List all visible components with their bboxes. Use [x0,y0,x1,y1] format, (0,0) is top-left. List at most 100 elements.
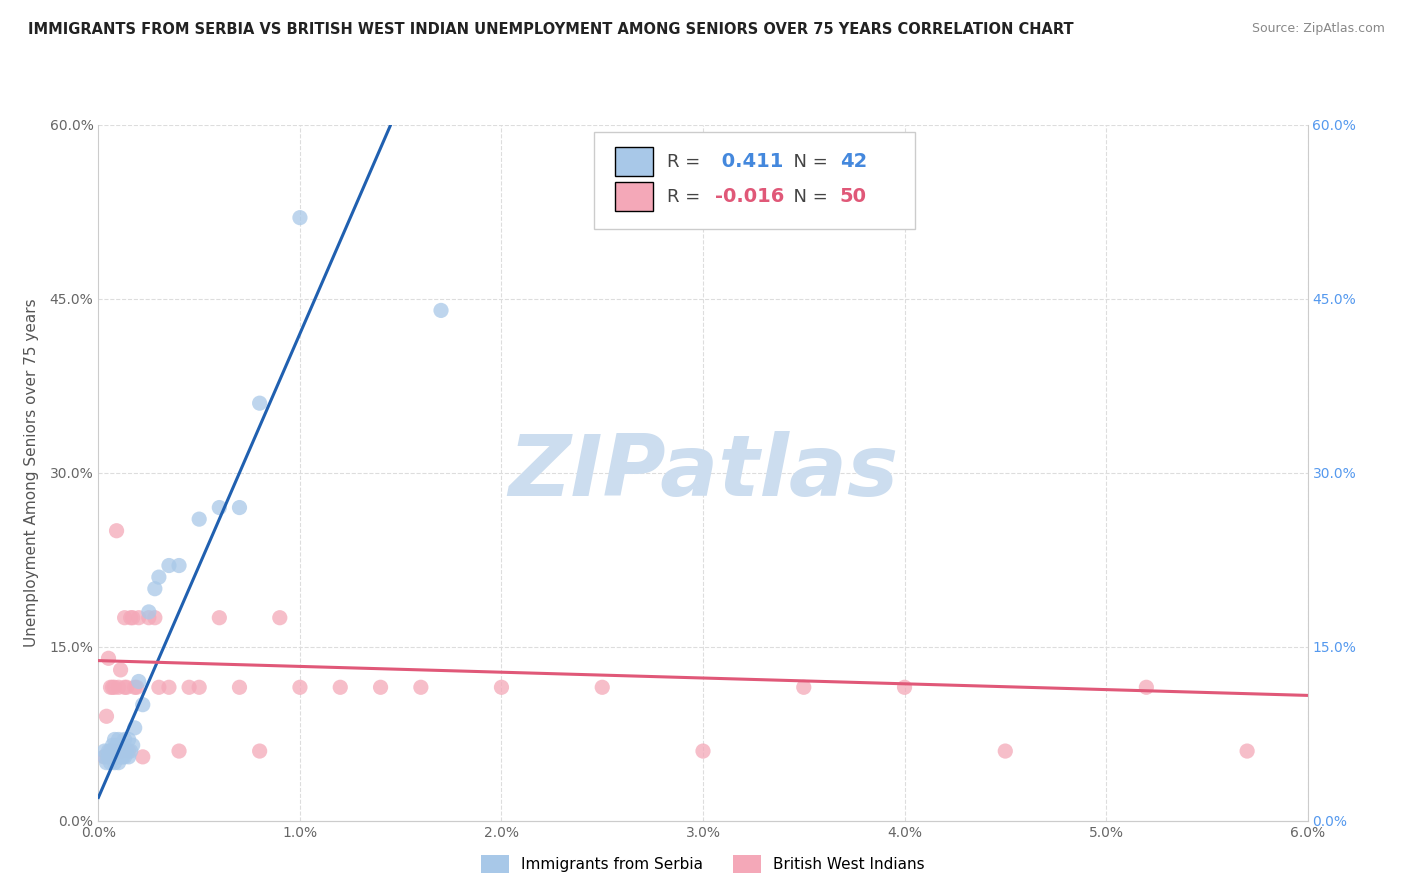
Point [96,756,118,770]
Text: R =: R = [666,187,706,205]
Point [179,680,201,694]
Point [125,680,148,694]
Point [110,744,132,758]
Point [143,610,166,624]
Point [97,749,120,764]
Point [118,732,141,747]
Point [105,749,128,764]
Point [692,744,714,758]
Point [110,749,132,764]
Point [228,680,250,694]
Legend: Immigrants from Serbia, British West Indians: Immigrants from Serbia, British West Ind… [475,849,931,880]
Point [269,610,291,624]
Point [107,744,129,758]
Point [114,610,136,624]
FancyBboxPatch shape [614,147,654,177]
Point [591,680,613,694]
Point [118,744,141,758]
Point [103,744,125,758]
Point [115,744,138,758]
Point [114,749,136,764]
Text: ZIPatlas: ZIPatlas [508,431,898,515]
Point [157,680,180,694]
Point [143,582,166,596]
Point [111,749,134,764]
Point [107,744,129,758]
Point [97,749,120,764]
Point [120,744,142,758]
Point [103,744,125,758]
Point [409,680,432,694]
Point [101,680,124,694]
Text: N =: N = [782,187,834,205]
Point [994,744,1017,758]
Point [491,680,513,694]
Point [128,674,150,689]
Text: N =: N = [782,153,834,170]
Point [288,680,311,694]
Point [228,500,250,515]
Point [121,610,143,624]
Point [138,605,160,619]
Point [132,749,155,764]
Point [103,680,125,694]
Point [105,744,128,758]
Text: Source: ZipAtlas.com: Source: ZipAtlas.com [1251,22,1385,36]
Point [124,680,146,694]
Point [132,698,155,712]
FancyBboxPatch shape [595,132,915,229]
Point [188,680,211,694]
Text: 0.411: 0.411 [716,153,783,171]
Point [97,744,120,758]
Point [148,680,170,694]
Point [101,744,124,758]
Point [101,749,124,764]
Text: 50: 50 [839,187,866,206]
Point [100,680,122,694]
Point [101,739,124,753]
Text: -0.016: -0.016 [716,187,785,206]
Point [93,749,115,764]
Point [167,558,190,573]
Point [107,732,129,747]
Text: IMMIGRANTS FROM SERBIA VS BRITISH WEST INDIAN UNEMPLOYMENT AMONG SENIORS OVER 75: IMMIGRANTS FROM SERBIA VS BRITISH WEST I… [28,22,1074,37]
Point [208,500,231,515]
Point [188,512,211,526]
Point [100,756,122,770]
Point [157,558,180,573]
Point [111,744,134,758]
Point [93,749,115,764]
Point [148,570,170,584]
Point [138,610,160,624]
Point [114,732,136,747]
Point [120,610,142,624]
Point [893,680,915,694]
Point [97,651,120,665]
Point [105,739,128,753]
Point [93,744,115,758]
Point [249,744,271,758]
Point [103,756,125,770]
Point [100,744,122,758]
Point [121,739,143,753]
Point [110,663,132,677]
Text: R =: R = [666,153,706,170]
Point [208,610,231,624]
Y-axis label: Unemployment Among Seniors over 75 years: Unemployment Among Seniors over 75 years [24,299,38,647]
Point [370,680,392,694]
Point [167,744,190,758]
Point [430,303,453,318]
Point [1135,680,1157,694]
Point [329,680,352,694]
Point [110,739,132,753]
Point [115,680,138,694]
Text: 42: 42 [839,153,868,171]
Point [114,680,136,694]
Point [249,396,271,410]
Point [107,680,129,694]
Point [1236,744,1258,758]
Point [111,739,134,753]
Point [128,610,150,624]
Point [288,211,311,225]
Point [793,680,815,694]
